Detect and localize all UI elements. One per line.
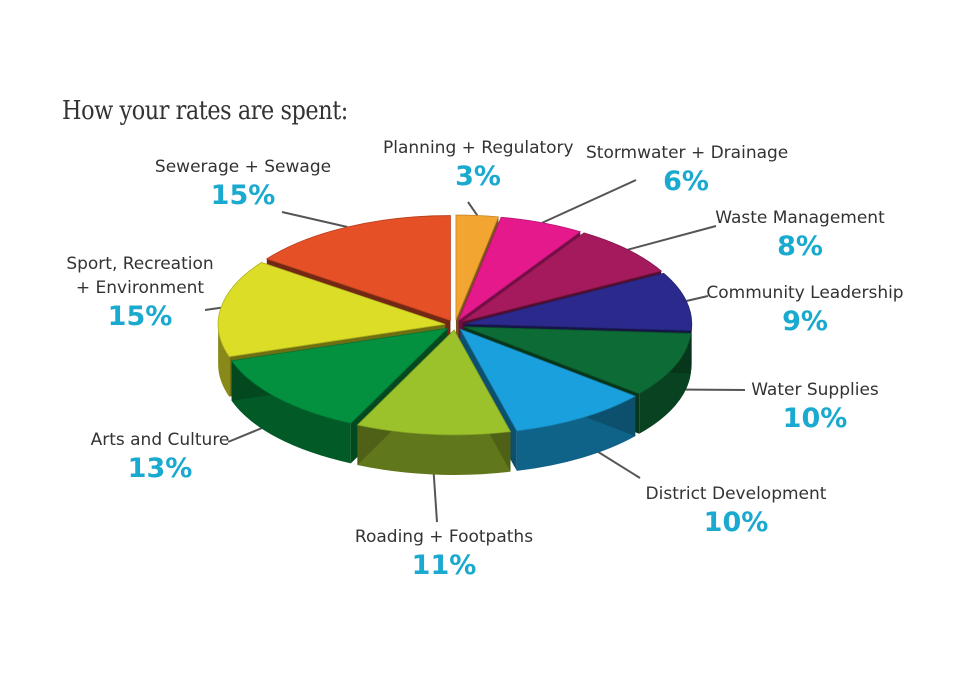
- slice-side-4: [639, 333, 691, 434]
- slice-6: [356, 329, 512, 436]
- slice-name: District Development: [645, 484, 827, 504]
- slice-tops: [217, 214, 693, 436]
- slice-name: Sport, Recreation + Environment: [66, 254, 214, 298]
- label-sport-recreation-environment: Sport, Recreation + Environment 15%: [50, 252, 230, 334]
- slice-1: [457, 216, 582, 322]
- leader-line-9: [281, 211, 348, 228]
- slice-2: [462, 232, 663, 322]
- label-community-leadership: Community Leadership 9%: [700, 281, 910, 339]
- slice-percent: 9%: [782, 306, 828, 337]
- slice-3: [464, 272, 693, 331]
- leader-line-0: [467, 201, 479, 217]
- label-arts-culture: Arts and Culture 13%: [70, 428, 250, 486]
- slice-percent: 10%: [703, 507, 769, 538]
- slice-name: Roading + Footpaths: [354, 527, 534, 547]
- slice-8: [217, 262, 446, 358]
- slice-name: Sewerage + Sewage: [154, 157, 332, 177]
- slice-name: Arts and Culture: [90, 430, 230, 450]
- slice-percent: 10%: [782, 403, 848, 434]
- slice-percent: 15%: [210, 180, 276, 211]
- slice-name: Water Supplies: [751, 380, 879, 400]
- label-roading-footpaths: Roading + Footpaths 11%: [334, 525, 554, 583]
- slice-5: [459, 328, 637, 432]
- label-sewerage-sewage: Sewerage + Sewage 15%: [143, 155, 343, 213]
- slice-side-8: [218, 324, 230, 397]
- slice-0: [455, 214, 500, 321]
- slice-9: [265, 215, 451, 322]
- label-district-development: District Development 10%: [636, 482, 836, 540]
- slice-percent: 13%: [127, 453, 193, 484]
- slice-percent: 15%: [107, 301, 173, 332]
- leader-line-2: [627, 225, 717, 251]
- leader-line-1: [541, 179, 637, 224]
- slice-side-6: [357, 424, 511, 475]
- slice-7: [230, 327, 449, 424]
- leader-line-3: [686, 295, 709, 302]
- label-stormwater-drainage: Stormwater + Drainage 6%: [586, 141, 789, 199]
- slice-side-7: [231, 360, 351, 464]
- slice-name: Stormwater + Drainage: [586, 143, 789, 163]
- leader-line-8: [204, 306, 222, 311]
- slice-percent: 11%: [411, 550, 477, 581]
- chart-title: How your rates are spent:: [62, 96, 348, 126]
- slice-percent: 6%: [663, 166, 709, 197]
- slice-name: Waste Management: [715, 208, 885, 228]
- label-waste-management: Waste Management 8%: [700, 206, 900, 264]
- slice-name: Planning + Regulatory: [383, 138, 574, 158]
- slice-name: Community Leadership: [706, 283, 904, 303]
- label-planning-regulatory: Planning + Regulatory 3%: [383, 136, 574, 194]
- slice-4: [464, 326, 692, 395]
- pie-3d: [217, 214, 693, 475]
- leader-line-4: [675, 388, 746, 391]
- slice-percent: 3%: [455, 161, 501, 192]
- slice-percent: 8%: [777, 231, 823, 262]
- label-water-supplies: Water Supplies 10%: [735, 378, 895, 436]
